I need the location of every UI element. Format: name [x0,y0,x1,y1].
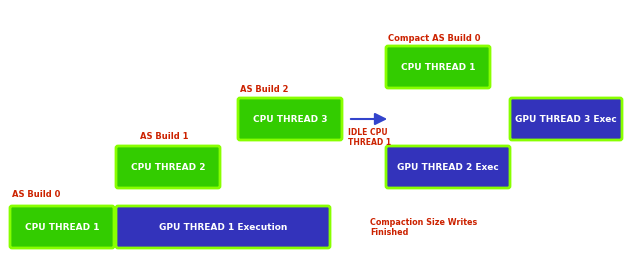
Text: CPU THREAD 3: CPU THREAD 3 [253,115,327,123]
FancyBboxPatch shape [238,98,342,140]
FancyBboxPatch shape [386,146,510,188]
FancyBboxPatch shape [116,146,220,188]
Text: Compact AS Build 0: Compact AS Build 0 [388,34,480,43]
FancyBboxPatch shape [510,98,622,140]
Text: GPU THREAD 3 Exec: GPU THREAD 3 Exec [515,115,617,123]
Text: GPU THREAD 1 Execution: GPU THREAD 1 Execution [159,222,287,231]
Text: GPU THREAD 2 Exec: GPU THREAD 2 Exec [397,162,499,172]
FancyBboxPatch shape [386,46,490,88]
FancyBboxPatch shape [10,206,114,248]
Text: Compaction Size Writes
Finished: Compaction Size Writes Finished [370,218,477,237]
FancyBboxPatch shape [116,206,330,248]
Text: AS Build 2: AS Build 2 [240,85,288,94]
Text: CPU THREAD 2: CPU THREAD 2 [131,162,205,172]
Text: CPU THREAD 1: CPU THREAD 1 [25,222,99,231]
Text: IDLE CPU
THREAD 1: IDLE CPU THREAD 1 [348,128,391,147]
Text: AS Build 0: AS Build 0 [12,190,61,199]
Text: AS Build 1: AS Build 1 [140,132,188,141]
Text: CPU THREAD 1: CPU THREAD 1 [401,63,475,72]
